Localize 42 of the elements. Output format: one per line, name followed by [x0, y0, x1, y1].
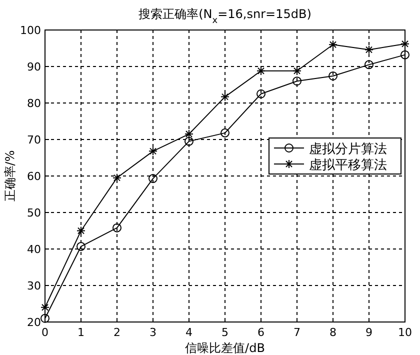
point: [400, 50, 410, 60]
point: [184, 130, 194, 139]
point: [184, 136, 194, 146]
x-tick-label: 7: [294, 326, 300, 339]
x-tick-label: 10: [398, 326, 412, 339]
y-tick-label: 80: [27, 97, 41, 110]
point: [328, 71, 338, 80]
y-tick-label: 20: [27, 316, 41, 329]
y-tick-label: 90: [27, 60, 41, 74]
point: [76, 226, 86, 236]
x-tick-label: 5: [222, 326, 228, 339]
legend-label: 虚拟分片算法: [309, 142, 387, 157]
point: [112, 223, 122, 232]
point: [40, 314, 50, 323]
point: [364, 60, 374, 70]
point: [256, 89, 266, 98]
y-tick-label: 30: [27, 280, 41, 292]
point: [76, 242, 86, 251]
y-tick-label: 70: [27, 134, 41, 146]
point: [220, 92, 230, 102]
point: [148, 174, 158, 184]
point: [364, 45, 374, 54]
x-tick-label: 4: [186, 326, 192, 339]
x-axis-title: 信噪比差值/dB: [185, 341, 265, 355]
x-tick-label: 3: [150, 326, 156, 339]
x-tick-label: 2: [114, 326, 120, 339]
legend-label: 虚拟平移算法: [309, 158, 387, 173]
y-tick-label: 50: [27, 206, 41, 220]
x-tick-label: 1: [78, 326, 84, 339]
x-tick-label: 8: [330, 326, 336, 339]
x-tick-label: 9: [366, 326, 372, 339]
point: [292, 76, 302, 86]
y-tick-label: 100: [20, 24, 41, 37]
x-tick-label: 0: [42, 326, 48, 339]
point: [112, 173, 122, 182]
y-tick-label: 40: [27, 243, 41, 256]
point: [148, 146, 158, 156]
y-axis-title: 正确率/%: [3, 150, 17, 202]
x-tick-label: 6: [258, 326, 264, 339]
y-tick-label: 60: [27, 170, 41, 183]
point: [220, 128, 230, 138]
chart-title: 搜索正确率(N$_{x}$=16,snr=15dB): [138, 7, 312, 26]
